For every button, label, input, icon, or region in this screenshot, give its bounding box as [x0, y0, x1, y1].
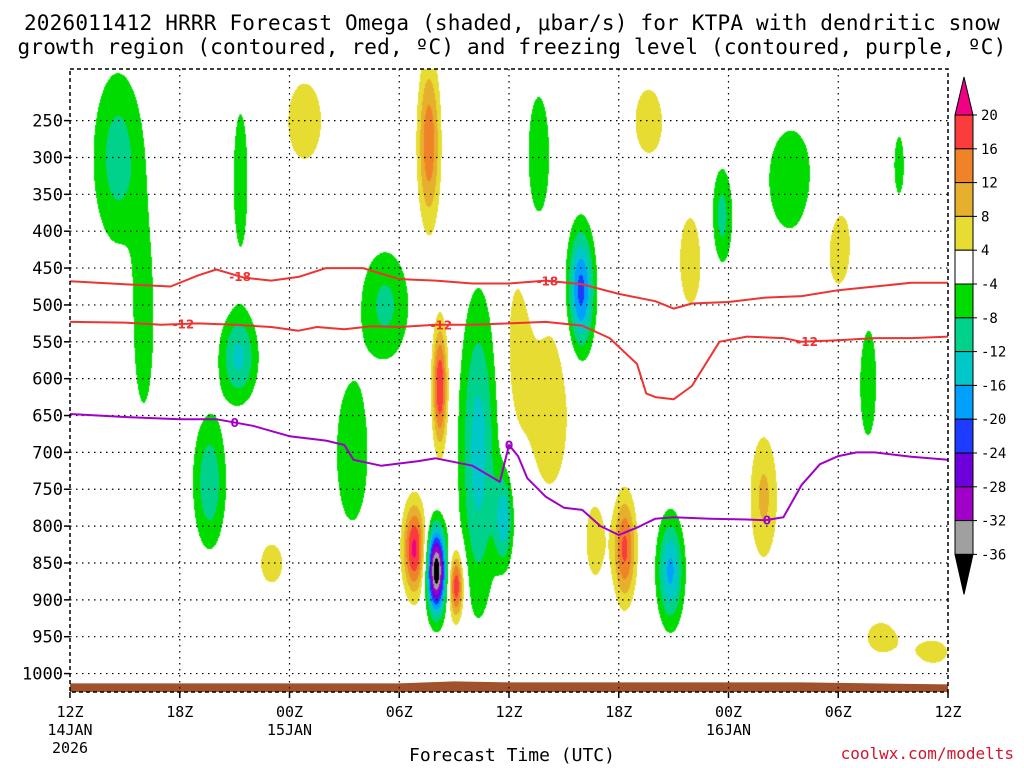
- colorbar-bin-8: [954, 283, 974, 319]
- colorbar-label-7: -8: [981, 311, 998, 327]
- contour-lines: -18 -18 -12 -12 -12 0 0 0: [70, 267, 948, 536]
- colorbar-bin-bottom: [954, 553, 974, 595]
- y-tick-label-850: 850: [32, 554, 63, 574]
- dgz-minus18-contour-label-0: -18: [229, 270, 251, 284]
- colorbar-bin-4: [954, 418, 974, 454]
- y-tick-label-350: 350: [32, 185, 63, 205]
- colorbar-bin-top: [954, 76, 974, 116]
- chart-title-line-1: 2026011412 HRRR Forecast Omega (shaded, …: [23, 11, 1001, 35]
- freezing-level-contour: [70, 413, 948, 536]
- colorbar-label-12: 16: [981, 142, 998, 158]
- x-tick-label-18: 06Z: [386, 703, 413, 721]
- colorbar-bin-12: [954, 148, 974, 184]
- dgz-minus12-contour: [70, 320, 948, 401]
- freezing-level-contour-label-2: 0: [763, 513, 771, 527]
- y-tick-label-800: 800: [32, 517, 63, 537]
- colorbar-label-3: -24: [981, 446, 1006, 462]
- y-tick-label-300: 300: [32, 148, 63, 168]
- y-tick-label-950: 950: [32, 628, 63, 648]
- colorbar-bin-9: [954, 249, 974, 285]
- x-tick-label-30: 18Z: [605, 703, 632, 721]
- chart-title-line-2: growth region (contoured, red, ºC) and f…: [17, 35, 1007, 59]
- x-tick-year-0: 2026: [52, 739, 88, 757]
- dgz-minus12-contour-label-1: -12: [430, 318, 452, 332]
- omega-shading: [70, 69, 948, 692]
- y-tick-label-700: 700: [32, 443, 63, 463]
- x-tick-label-36: 00Z: [715, 703, 742, 721]
- x-tick-label-12: 00Z: [276, 703, 303, 721]
- colorbar-label-0: -36: [981, 547, 1006, 563]
- x-tick-label-24: 12Z: [495, 703, 522, 721]
- x-tick-date-36: 16JAN: [706, 721, 751, 739]
- y-tick-label-600: 600: [32, 370, 63, 390]
- dgz-minus18-contour: [70, 267, 948, 310]
- colorbar-bin-13: [954, 114, 974, 150]
- y-tick-label-450: 450: [32, 259, 63, 279]
- colorbar-bin-6: [954, 351, 974, 386]
- colorbar-label-4: -20: [981, 412, 1006, 428]
- y-tick-label-250: 250: [32, 112, 63, 132]
- y-tick-label-650: 650: [32, 407, 63, 427]
- x-tick-date-0: 14JAN: [47, 721, 92, 739]
- colorbar-label-5: -16: [981, 378, 1006, 394]
- y-tick-label-900: 900: [32, 591, 63, 611]
- x-tick-label-42: 06Z: [825, 703, 852, 721]
- colorbar-label-9: 4: [981, 243, 989, 259]
- y-tick-label-1000: 1000: [22, 665, 63, 685]
- y-tick-label-500: 500: [32, 296, 63, 316]
- dgz-minus12-contour-label-2: -12: [796, 335, 818, 349]
- y-tick-label-400: 400: [32, 222, 63, 242]
- freezing-level-contour-label-0: 0: [230, 416, 238, 430]
- surface-ground: [70, 681, 948, 692]
- colorbar-label-10: 8: [981, 209, 989, 225]
- x-axis-title: Forecast Time (UTC): [409, 745, 615, 766]
- credit-link[interactable]: coolwx.com/modelts: [840, 744, 1014, 763]
- y-axis: 250 300 350 400 450 500 550 600 650 700 750 800 850 9…: [22, 112, 70, 685]
- colorbar-label-13: 20: [981, 108, 998, 124]
- x-tick-date-12: 15JAN: [267, 721, 312, 739]
- colorbar-bin-1: [954, 520, 974, 555]
- freezing-level-contour-label-1: 0: [505, 439, 513, 453]
- dgz-minus18-contour-label-1: -18: [537, 274, 559, 288]
- colorbar-bin-5: [954, 384, 974, 420]
- colorbar-label-6: -12: [981, 345, 1006, 361]
- x-tick-label-0: 12Z: [56, 703, 83, 721]
- y-tick-label-750: 750: [32, 480, 63, 500]
- dgz-minus12-contour-label-0: -12: [173, 317, 195, 331]
- y-tick-label-550: 550: [32, 333, 63, 353]
- colorbar-label-8: -4: [981, 277, 998, 293]
- colorbar-bin-10: [954, 215, 974, 251]
- colorbar-label-1: -32: [981, 514, 1006, 530]
- x-tick-label-6: 18Z: [166, 703, 193, 721]
- colorbar: -36 -32 -28 -24 -20 -16 -12 -8 -4 4 8 12 16 20: [954, 76, 1006, 595]
- colorbar-label-2: -28: [981, 480, 1006, 496]
- colorbar-bin-11: [954, 182, 974, 217]
- colorbar-bin-7: [954, 317, 974, 353]
- x-tick-label-48: 12Z: [934, 703, 961, 721]
- colorbar-label-11: 12: [981, 176, 998, 192]
- gridlines: [70, 69, 948, 692]
- colorbar-bin-3: [954, 452, 974, 488]
- colorbar-bin-2: [954, 486, 974, 522]
